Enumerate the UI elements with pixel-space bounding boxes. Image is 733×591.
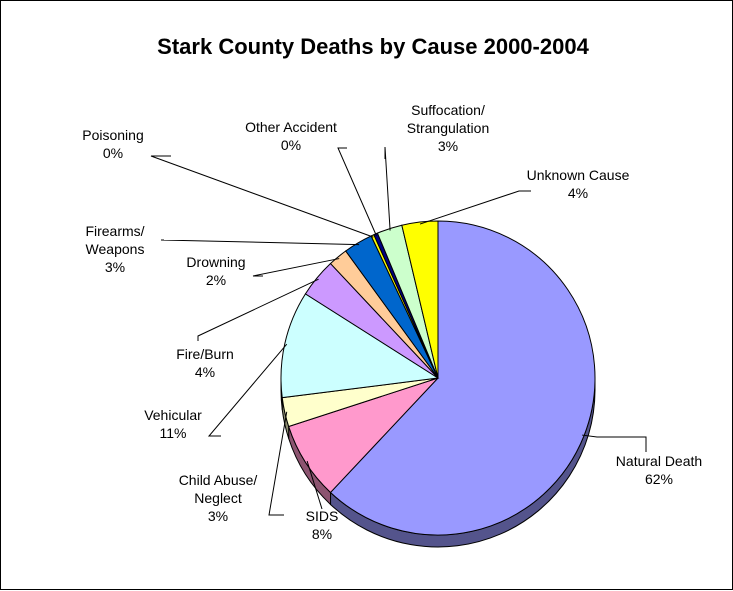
leader-line-3 (207, 343, 288, 437)
slice-percent-4: 4% (195, 364, 215, 380)
slice-labels: Natural Death 62% SIDS 8% Child Abuse/Neglec… (82, 102, 702, 542)
slice-name-9-0: Suffocation/ (411, 102, 485, 118)
slice-name-8-0: Other Accident (245, 119, 337, 135)
slice-name-4-0: Fire/Burn (176, 346, 234, 362)
slice-name-6-1: Weapons (86, 241, 145, 257)
slice-name-0-0: Natural Death (616, 453, 702, 469)
slice-name-2-0: Child Abuse/ (179, 472, 258, 488)
leader-line-0 (582, 434, 647, 452)
slice-name-2-1: Neglect (194, 490, 242, 506)
slice-label-10: Unknown Cause 4% (527, 167, 630, 201)
slice-percent-8: 0% (281, 137, 301, 153)
leader-line-2 (268, 411, 288, 516)
slice-label-9: Suffocation/Strangulation 3% (407, 102, 490, 154)
slice-percent-10: 4% (568, 185, 588, 201)
chart-title: Stark County Deaths by Cause 2000-2004 (157, 34, 589, 59)
slice-label-1: SIDS 8% (306, 508, 339, 542)
leader-lines (150, 146, 647, 516)
slice-percent-1: 8% (312, 526, 332, 542)
slice-label-5: Drowning 2% (186, 254, 245, 288)
slice-percent-2: 3% (208, 508, 228, 524)
slice-name-9-1: Strangulation (407, 120, 490, 136)
leader-line-4 (197, 278, 319, 341)
leader-line-6 (160, 239, 360, 246)
slice-label-0: Natural Death 62% (616, 453, 702, 487)
slice-percent-9: 3% (438, 138, 458, 154)
slice-name-7-0: Poisoning (82, 127, 144, 143)
leader-line-7 (150, 155, 374, 238)
pie-slices (280, 220, 596, 536)
slice-label-2: Child Abuse/Neglect 3% (179, 472, 258, 524)
slice-percent-6: 3% (105, 259, 125, 275)
pie-slice-10 (401, 220, 439, 379)
slice-name-3-0: Vehicular (144, 407, 202, 423)
slice-label-3: Vehicular 11% (144, 407, 202, 441)
slice-percent-7: 0% (103, 145, 123, 161)
leader-line-1 (306, 460, 323, 510)
slice-label-4: Fire/Burn 4% (176, 346, 234, 380)
slice-label-6: Firearms/Weapons 3% (85, 223, 144, 275)
leader-line-10 (419, 190, 531, 225)
slice-percent-0: 62% (645, 471, 673, 487)
pie-slice-3 (280, 293, 440, 399)
leader-line-9 (384, 146, 391, 231)
slice-label-7: Poisoning 0% (82, 127, 144, 161)
slice-percent-5: 2% (206, 272, 226, 288)
slice-name-5-0: Drowning (186, 254, 245, 270)
leader-line-5 (252, 258, 340, 277)
slice-name-10-0: Unknown Cause (527, 167, 630, 183)
slice-label-8: Other Accident 0% (245, 119, 337, 153)
leader-line-8 (337, 147, 377, 236)
slice-name-1-0: SIDS (306, 508, 339, 524)
slice-percent-3: 11% (160, 425, 187, 441)
slice-name-6-0: Firearms/ (85, 223, 144, 239)
